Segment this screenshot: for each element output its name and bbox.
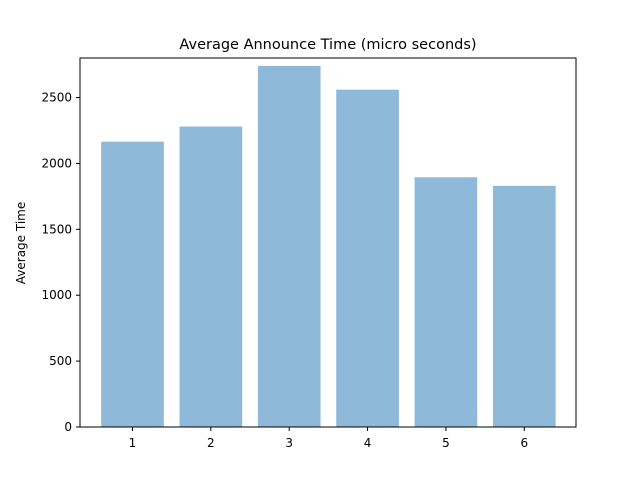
- x-tick-label-3: 3: [285, 436, 293, 450]
- x-tick-label-6: 6: [520, 436, 528, 450]
- bar-5: [414, 177, 478, 427]
- bar-2: [179, 126, 243, 427]
- y-axis-label: Average Time: [14, 202, 28, 284]
- x-tick-label-5: 5: [442, 436, 450, 450]
- bar-1: [101, 141, 164, 427]
- bar-3: [257, 65, 321, 427]
- bar-4: [336, 89, 399, 427]
- y-tick-label-500: 500: [49, 354, 72, 368]
- y-tick-label-1000: 1000: [41, 288, 72, 302]
- x-tick-label-1: 1: [129, 436, 137, 450]
- x-tick-label-4: 4: [364, 436, 372, 450]
- y-tick-label-1500: 1500: [41, 222, 72, 236]
- x-tick-label-2: 2: [207, 436, 215, 450]
- y-tick-label-2500: 2500: [41, 91, 72, 105]
- chart-title: Average Announce Time (micro seconds): [179, 37, 476, 53]
- y-tick-label-2000: 2000: [41, 156, 72, 170]
- y-tick-label-0: 0: [64, 420, 72, 434]
- plot-area: 0 500 1000 1500 2000 2500 1 2 3 4 5 6: [41, 57, 577, 450]
- bar-6: [492, 185, 556, 427]
- plot-frame: [79, 57, 577, 428]
